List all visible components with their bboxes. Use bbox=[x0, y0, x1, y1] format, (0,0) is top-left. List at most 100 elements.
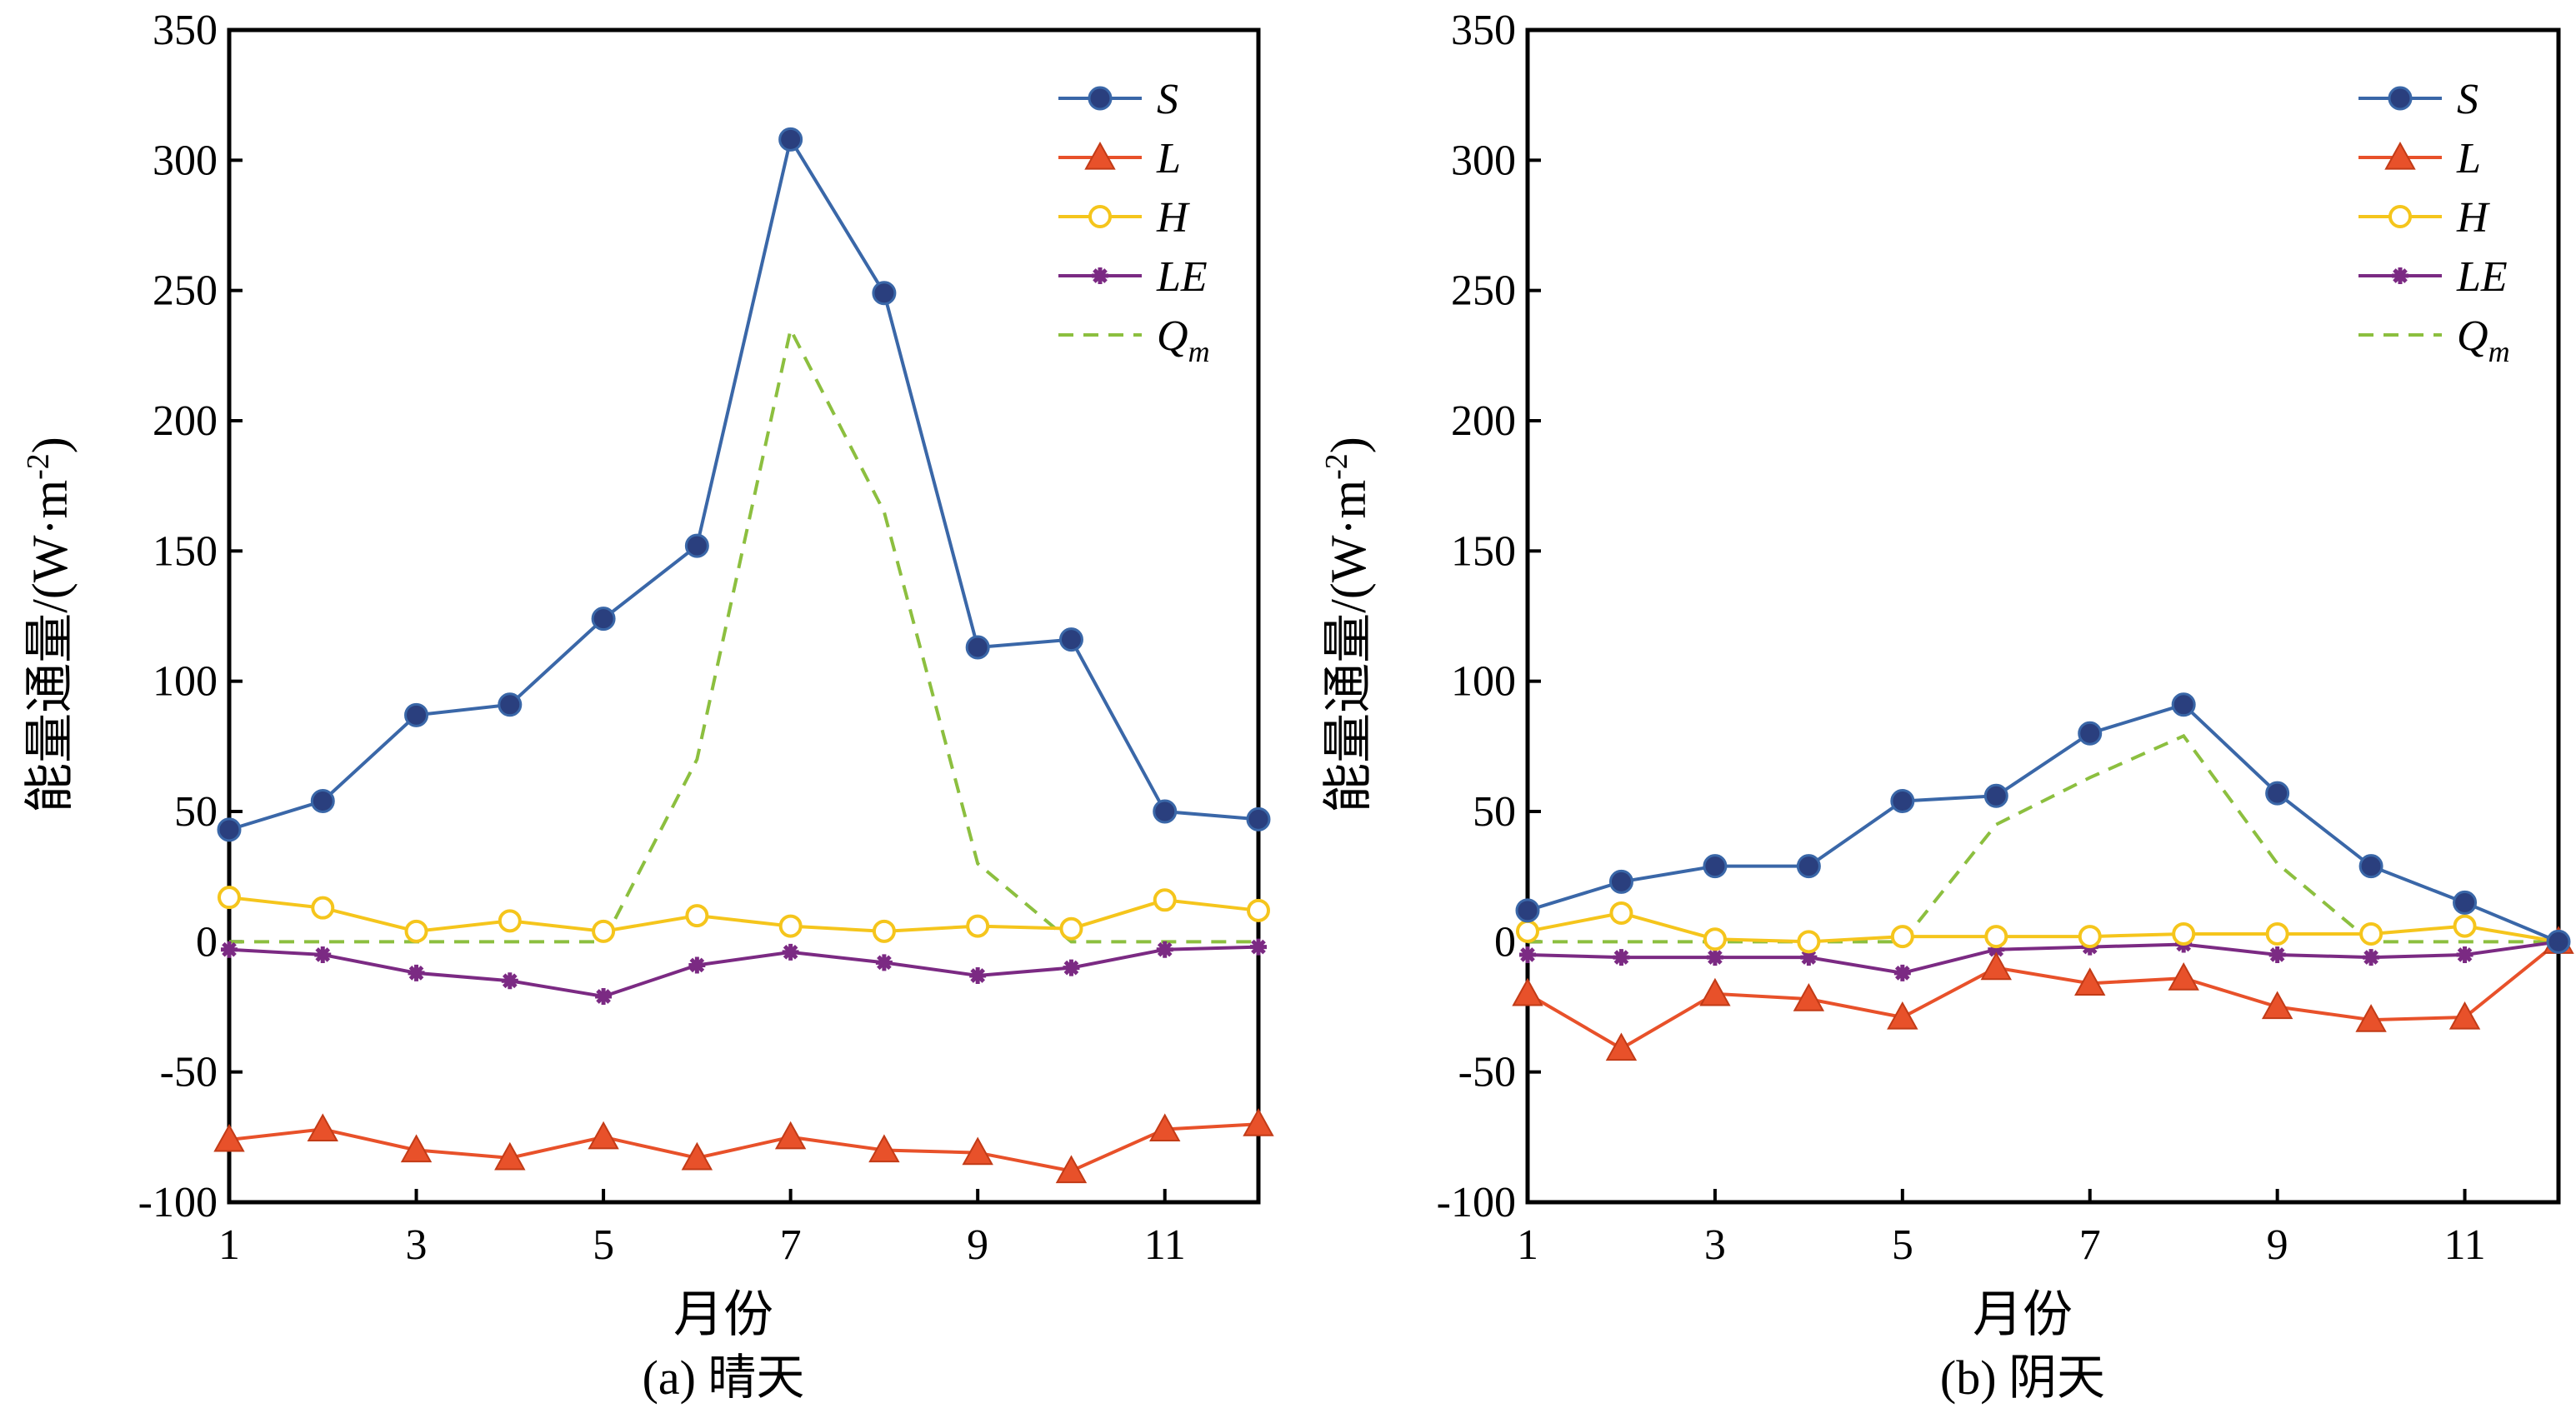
y-axis-title: 能量通量/(W·m-2) bbox=[1319, 437, 1376, 813]
x-tick-label: 3 bbox=[1704, 1221, 1726, 1269]
y-tick-label: 350 bbox=[153, 7, 218, 54]
y-tick-label: 200 bbox=[153, 397, 218, 445]
data-point-l bbox=[1980, 951, 2012, 981]
legend-label-s: S bbox=[1157, 76, 1178, 123]
legend-label-h: H bbox=[1156, 194, 1190, 242]
data-point-s bbox=[1796, 854, 1821, 879]
y-tick-label: 150 bbox=[153, 527, 218, 575]
x-tick-label: 7 bbox=[2079, 1221, 2101, 1269]
series-line-le bbox=[228, 945, 1259, 999]
series-line-h bbox=[228, 896, 1259, 933]
data-point-l bbox=[400, 1134, 433, 1163]
plot-frame bbox=[1525, 27, 2561, 1205]
legend-label-q: Q bbox=[2457, 312, 2488, 360]
data-point-le bbox=[1250, 938, 1267, 956]
data-point-h bbox=[1984, 925, 2008, 949]
x-tick-label: 7 bbox=[780, 1221, 802, 1269]
data-point-le bbox=[1063, 959, 1080, 976]
data-point-s bbox=[2358, 854, 2383, 879]
series-line-l bbox=[228, 1122, 1259, 1173]
data-point-h bbox=[1516, 919, 1539, 943]
y-tick-label: -50 bbox=[1458, 1049, 1516, 1096]
data-point-le bbox=[501, 972, 518, 990]
series-line-qm bbox=[1528, 733, 2558, 944]
y-tick-label: 50 bbox=[1473, 788, 1516, 836]
data-point-s bbox=[1246, 806, 1271, 831]
data-point-le bbox=[875, 954, 893, 971]
data-point-s bbox=[2171, 692, 2196, 717]
data-point-h bbox=[966, 914, 990, 938]
data-point-le bbox=[969, 966, 987, 984]
data-point-h bbox=[404, 919, 428, 943]
data-point-s bbox=[1983, 783, 2008, 808]
legend-marker-s bbox=[1088, 86, 1113, 111]
data-point-l bbox=[307, 1113, 338, 1142]
y-axis-title-close: ) bbox=[23, 437, 78, 453]
data-point-s bbox=[2265, 781, 2290, 806]
legend-label-le: LE bbox=[1156, 253, 1208, 301]
legend-label-subscript: m bbox=[1188, 335, 1210, 368]
x-axis-title: 月份 bbox=[673, 1287, 773, 1342]
data-point-l bbox=[962, 1136, 993, 1166]
data-point-h bbox=[1247, 898, 1270, 922]
legend-label-h: H bbox=[2456, 194, 2490, 242]
data-point-l bbox=[1055, 1155, 1088, 1184]
data-point-l bbox=[868, 1134, 900, 1163]
y-axis-title-close: ) bbox=[1321, 437, 1376, 453]
data-point-l bbox=[2261, 991, 2293, 1020]
data-point-h bbox=[592, 919, 616, 943]
legend-marker-le bbox=[1092, 267, 1108, 284]
data-point-l bbox=[1512, 977, 1543, 1006]
series-line-le bbox=[1527, 940, 2559, 975]
y-axis-title-sup: -2 bbox=[21, 453, 56, 480]
series-line-l bbox=[1526, 940, 2560, 1051]
legend-label-l: L bbox=[1156, 135, 1181, 182]
legend-label-q: Q bbox=[1157, 312, 1188, 360]
y-axis-title-main: 能量通量/(W·m bbox=[1321, 480, 1376, 813]
y-tick-label: 350 bbox=[1451, 7, 1516, 54]
data-point-s bbox=[1153, 799, 1178, 824]
data-point-l bbox=[2448, 1001, 2481, 1030]
legend-marker-s bbox=[2388, 86, 2413, 111]
chart-panel-cloudy: (b) 阴天 月份 能量通量/(W·m-2) -100 -50 0 50 100 150 2… bbox=[1319, 7, 2574, 1405]
series-line-qm bbox=[229, 324, 1258, 944]
data-point-s bbox=[684, 533, 709, 558]
data-point-s bbox=[1058, 627, 1083, 652]
data-point-s bbox=[872, 281, 897, 306]
data-point-h bbox=[2359, 921, 2383, 946]
x-tick-label: 1 bbox=[1517, 1221, 1538, 1269]
series-line-s bbox=[228, 135, 1259, 831]
data-point-s bbox=[498, 692, 523, 717]
data-point-h bbox=[1797, 930, 1821, 954]
data-point-le bbox=[221, 941, 238, 958]
data-point-l bbox=[1605, 1032, 1638, 1061]
legend-label-l: L bbox=[2456, 135, 2481, 182]
data-point-l bbox=[2355, 1004, 2387, 1032]
data-point-l bbox=[1243, 1108, 1274, 1136]
y-tick-label: 250 bbox=[153, 267, 218, 315]
x-tick-label: 11 bbox=[1144, 1221, 1186, 1269]
data-point-s bbox=[1890, 788, 1915, 813]
legend-label-subscript: m bbox=[2488, 335, 2510, 368]
legend-marker-h bbox=[2388, 205, 2412, 228]
data-point-h bbox=[498, 909, 522, 933]
x-tick-label: 11 bbox=[2444, 1221, 2486, 1269]
y-tick-label: -100 bbox=[1437, 1179, 1516, 1226]
legend-marker-le bbox=[2392, 267, 2408, 284]
data-point-l bbox=[1149, 1113, 1181, 1142]
x-tick-label: 3 bbox=[406, 1221, 428, 1269]
data-point-h bbox=[2453, 914, 2477, 938]
data-point-l bbox=[1887, 1001, 1918, 1030]
data-point-s bbox=[310, 788, 335, 813]
data-point-s bbox=[404, 702, 429, 727]
data-point-h bbox=[685, 904, 709, 928]
y-tick-label: 0 bbox=[196, 918, 218, 966]
data-point-le bbox=[1156, 941, 1173, 958]
legend-marker-l bbox=[1084, 141, 1116, 170]
legend-label-qm: Qm bbox=[1157, 312, 1210, 368]
y-axis-title-sup: -2 bbox=[1319, 453, 1354, 480]
x-tick-label: 9 bbox=[967, 1221, 988, 1269]
y-tick-label: 0 bbox=[1494, 918, 1516, 966]
x-tick-label: 9 bbox=[2267, 1221, 2288, 1269]
